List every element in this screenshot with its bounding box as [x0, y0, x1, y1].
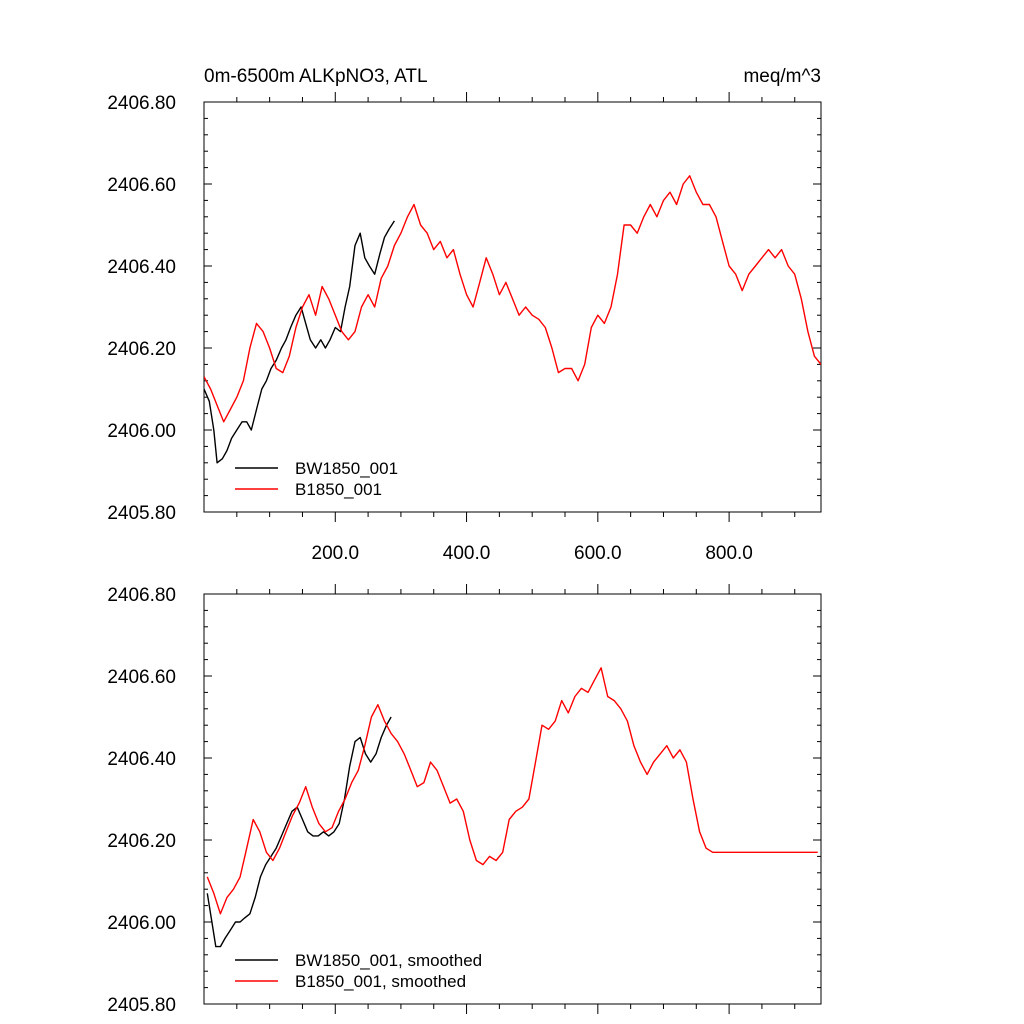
y-tick-label: 2406.80: [107, 585, 176, 606]
y-tick-label: 2406.40: [107, 257, 176, 278]
top-panel-legend: BW1850_001 B1850_001: [235, 459, 398, 499]
top-panel-series: [204, 175, 821, 464]
y-tick-label: 2406.20: [107, 831, 176, 852]
series-line-black: [204, 220, 395, 464]
bottom-panel-series: [206, 667, 818, 948]
y-tick-label: 2405.80: [107, 995, 176, 1016]
y-tick-label: 2405.80: [107, 503, 176, 524]
chart-title: 0m-6500m ALKpNO3, ATL: [204, 66, 428, 87]
y-tick-label: 2406.60: [107, 667, 176, 688]
series-line-red: [204, 175, 821, 423]
top-panel: 0m-6500m ALKpNO3, ATL meq/m^3 2405.80240…: [107, 66, 822, 564]
legend-entry: B1850_001: [295, 480, 382, 499]
plot-frame: [203, 101, 822, 513]
legend-entry: BW1850_001, smoothed: [295, 951, 482, 970]
bottom-panel-legend: BW1850_001, smoothed B1850_001, smoothed: [235, 951, 482, 991]
y-tick-label: 2406.60: [107, 175, 176, 196]
top-panel-axes: 2405.80 2406.00 2406.20 2406.40 2406.60 2406.…: [107, 92, 822, 564]
legend-entry: B1850_001, smoothed: [295, 972, 466, 991]
plot-frame: [203, 593, 822, 1005]
y-tick-label: 2406.80: [107, 93, 176, 114]
x-tick-label: 400.0: [443, 543, 491, 564]
legend-entry: BW1850_001: [295, 459, 398, 478]
y-tick-label: 2406.00: [107, 913, 176, 934]
units-label: meq/m^3: [743, 66, 821, 87]
y-tick-label: 2406.00: [107, 421, 176, 442]
y-tick-label: 2406.40: [107, 749, 176, 770]
bottom-panel: 2405.80 2406.00 2406.20 2406.40 2406.60 2406.…: [107, 584, 822, 1016]
x-tick-label: 600.0: [574, 543, 622, 564]
y-tick-label: 2406.20: [107, 339, 176, 360]
x-tick-label: 200.0: [312, 543, 360, 564]
bottom-panel-axes: 2405.80 2406.00 2406.20 2406.40 2406.60 2406.…: [107, 584, 822, 1016]
x-tick-label: 800.0: [705, 543, 753, 564]
series-line-red: [206, 667, 818, 915]
